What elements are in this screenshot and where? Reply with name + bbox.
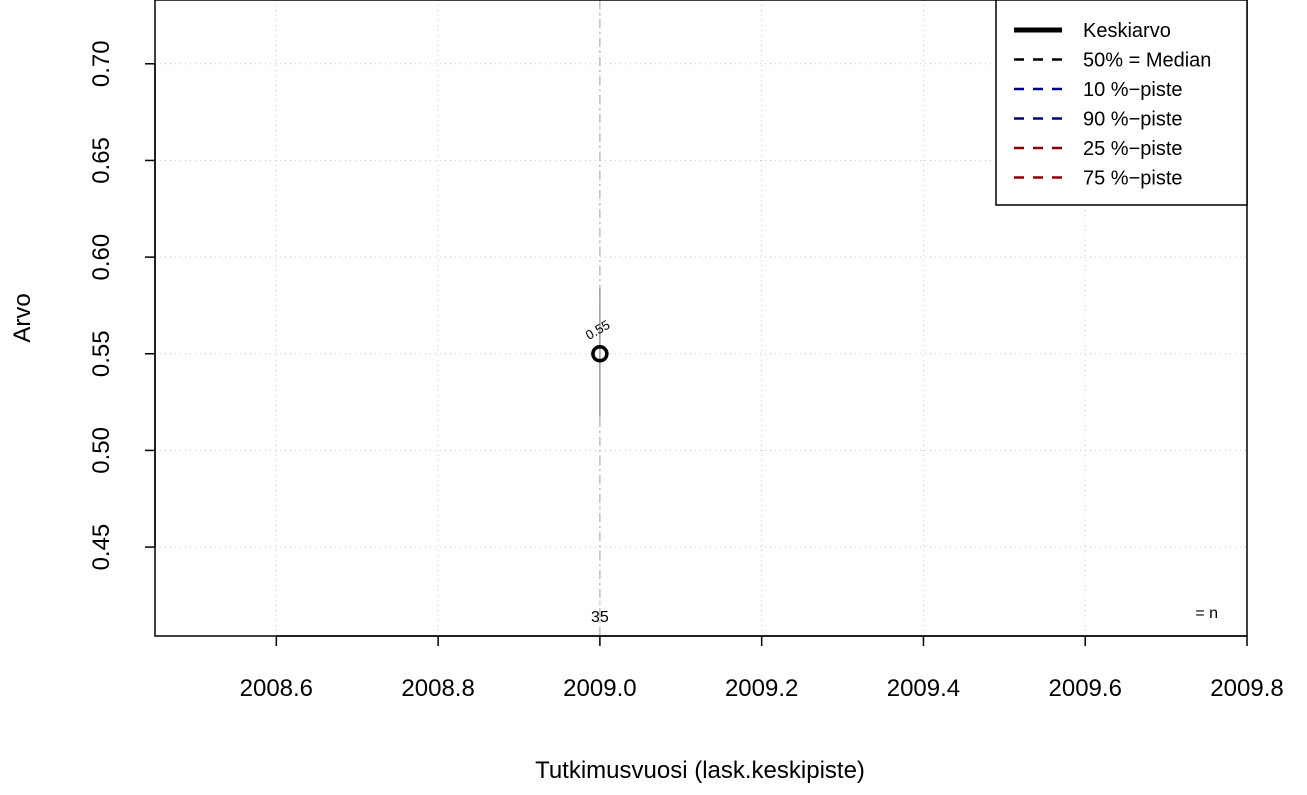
n-count-label: 35: [591, 609, 609, 626]
legend-label: 50% = Median: [1083, 50, 1211, 72]
x-tick-label: 2009.4: [887, 675, 960, 702]
y-tick-label: 0.70: [88, 40, 115, 87]
x-tick-label: 2008.6: [240, 675, 313, 702]
y-tick-label: 0.60: [88, 234, 115, 281]
data-layer: 0.55 35: [583, 288, 612, 626]
x-axis-label: Tutkimusvuosi (lask.keskipiste): [535, 757, 865, 784]
y-axis-label: Arvo: [9, 293, 36, 342]
legend-label: 90 %−piste: [1083, 109, 1183, 131]
x-axis: 2008.6 2008.8 2009.0 2009.2 2009.4 2009.6 2009…: [240, 635, 1284, 702]
x-tick-label: 2009.8: [1210, 675, 1283, 702]
n-legend-label: = n: [1195, 605, 1218, 622]
x-tick-label: 2009.0: [563, 675, 636, 702]
y-tick-label: 0.55: [88, 330, 115, 377]
legend: Keskiarvo 50% = Median 10 %−piste 90 %−pist…: [995, 0, 1248, 206]
legend-label: 25 %−piste: [1083, 138, 1183, 160]
x-tick-label: 2008.8: [401, 675, 474, 702]
x-tick-label: 2009.6: [1049, 675, 1122, 702]
mean-value-label: 0.55: [583, 317, 612, 343]
legend-label: 10 %−piste: [1083, 79, 1183, 101]
mean-point: [591, 345, 609, 363]
y-tick-label: 0.65: [88, 137, 115, 184]
y-tick-label: 0.50: [88, 427, 115, 474]
legend-label: 75 %−piste: [1083, 168, 1183, 190]
x-tick-label: 2009.2: [725, 675, 798, 702]
y-tick-label: 0.45: [88, 524, 115, 571]
y-axis: 0.45 0.50 0.55 0.60 0.65 0.70: [88, 40, 156, 571]
legend-box: [995, 0, 1248, 206]
legend-label: Keskiarvo: [1083, 20, 1171, 42]
